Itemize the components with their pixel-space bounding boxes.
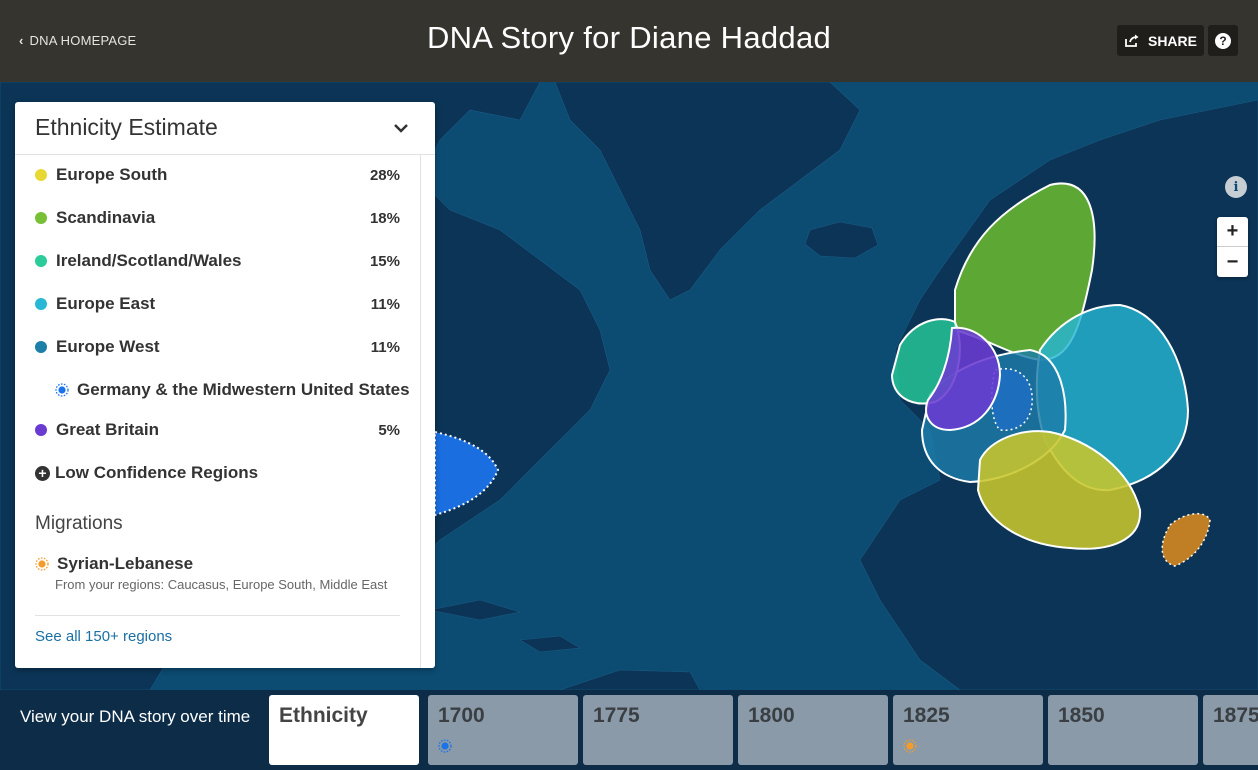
chevron-left-icon: ‹ — [19, 33, 24, 48]
community-marker-icon — [438, 739, 452, 753]
region-percent: 15% — [369, 252, 400, 270]
timeline-tab-1775[interactable]: 1775 — [583, 695, 733, 765]
community-region-germany — [990, 368, 1033, 431]
region-name: Europe South — [56, 165, 168, 184]
info-icon[interactable]: i — [1225, 176, 1247, 198]
region-percent: 5% — [378, 421, 400, 439]
timeline-tab-1800[interactable]: 1800 — [738, 695, 888, 765]
share-label: SHARE — [1147, 32, 1197, 49]
timeline-label: View your DNA story over time — [20, 707, 251, 726]
dna-homepage-label: DNA HOMEPAGE — [29, 33, 137, 48]
timeline-tab-1875[interactable]: 1875 — [1203, 695, 1258, 765]
see-all-regions-link[interactable]: See all 150+ regions — [35, 628, 173, 645]
timeline-tab-ethnicity[interactable]: Ethnicity — [269, 695, 419, 765]
region-percent: 11% — [370, 338, 400, 356]
timeline-tab-label: 1850 — [1058, 704, 1105, 727]
chevron-down-icon[interactable] — [392, 119, 410, 137]
timeline-tab-label: 1800 — [748, 704, 795, 727]
migration-source-regions: From your regions: Caucasus, Europe Sout… — [55, 577, 388, 592]
zoom-out-button[interactable]: − — [1226, 250, 1239, 273]
panel-header[interactable]: Ethnicity Estimate — [15, 102, 435, 155]
ethnicity-panel: Ethnicity Estimate Europe South 28% Scan… — [15, 102, 435, 668]
region-row-great-britain[interactable]: Great Britain 5% — [35, 418, 400, 442]
timeline-tab-1825[interactable]: 1825 — [893, 695, 1043, 765]
region-row-ireland-scotland-wales[interactable]: Ireland/Scotland/Wales 15% — [35, 249, 400, 273]
europe-south-region — [976, 430, 1142, 550]
migrations-heading: Migrations — [35, 513, 123, 534]
low-confidence-regions-toggle[interactable]: + Low Confidence Regions — [35, 461, 335, 485]
region-color-dot — [35, 341, 47, 353]
region-row-europe-south[interactable]: Europe South 28% — [35, 163, 400, 187]
migration-name: Syrian-Lebanese — [57, 554, 194, 573]
region-row-europe-east[interactable]: Europe East 11% — [35, 292, 400, 316]
region-percent: 28% — [369, 166, 400, 184]
panel-divider — [35, 615, 400, 616]
share-icon — [1125, 34, 1139, 47]
panel-title: Ethnicity Estimate — [35, 114, 218, 140]
region-percent: 11% — [370, 295, 400, 313]
community-region-north-america — [434, 430, 500, 517]
timeline-bar: View your DNA story over time Ethnicity … — [0, 690, 1258, 770]
region-name: Europe West — [56, 337, 160, 356]
community-icon — [55, 383, 69, 397]
migration-marker-icon — [903, 739, 917, 753]
region-color-dot — [35, 212, 47, 224]
timeline-tab-label: 1700 — [438, 704, 485, 727]
region-row-europe-west[interactable]: Europe West 11% — [35, 335, 400, 359]
region-color-dot — [35, 169, 47, 181]
timeline-tab-label: 1825 — [903, 704, 950, 727]
zoom-control: + − — [1217, 217, 1248, 277]
migration-row-syrian-lebanese[interactable]: Syrian-Lebanese From your regions: Cauca… — [35, 553, 400, 592]
panel-scrollbar[interactable] — [420, 155, 421, 668]
region-color-dot — [35, 298, 47, 310]
help-icon: ? — [1215, 32, 1231, 49]
help-button[interactable]: ? — [1208, 25, 1238, 56]
low-confidence-label: Low Confidence Regions — [55, 463, 259, 482]
page-title: DNA Story for Diane Haddad — [426, 20, 832, 55]
region-name: Europe East — [56, 294, 156, 313]
region-percent: 18% — [369, 209, 400, 227]
dna-homepage-link[interactable]: ‹ DNA HOMEPAGE — [19, 33, 136, 48]
community-name: Germany & the Midwestern United States — [77, 380, 410, 399]
region-name: Scandinavia — [56, 208, 156, 227]
timeline-tab-1850[interactable]: 1850 — [1048, 695, 1198, 765]
region-row-scandinavia[interactable]: Scandinavia 18% — [35, 206, 400, 230]
share-button[interactable]: SHARE — [1117, 25, 1204, 56]
region-name: Great Britain — [56, 420, 159, 439]
community-row-germany-midwest[interactable]: Germany & the Midwestern United States — [55, 378, 415, 402]
top-bar: ‹ DNA HOMEPAGE DNA Story for Diane Hadda… — [0, 0, 1258, 82]
migration-icon — [35, 557, 49, 571]
great-britain-region — [925, 326, 1002, 432]
timeline-tab-1700[interactable]: 1700 — [428, 695, 578, 765]
plus-circle-icon: + — [35, 465, 50, 481]
zoom-in-button[interactable]: + — [1217, 217, 1248, 247]
ethnicity-regions — [434, 182, 1211, 567]
syrian-lebanese-migration-region — [1161, 513, 1211, 567]
region-name: Ireland/Scotland/Wales — [56, 251, 242, 270]
timeline-tab-label: Ethnicity — [279, 704, 368, 727]
region-color-dot — [35, 255, 47, 267]
timeline-tab-label: 1875 — [1213, 704, 1258, 727]
timeline-tab-label: 1775 — [593, 704, 640, 727]
region-color-dot — [35, 424, 47, 436]
